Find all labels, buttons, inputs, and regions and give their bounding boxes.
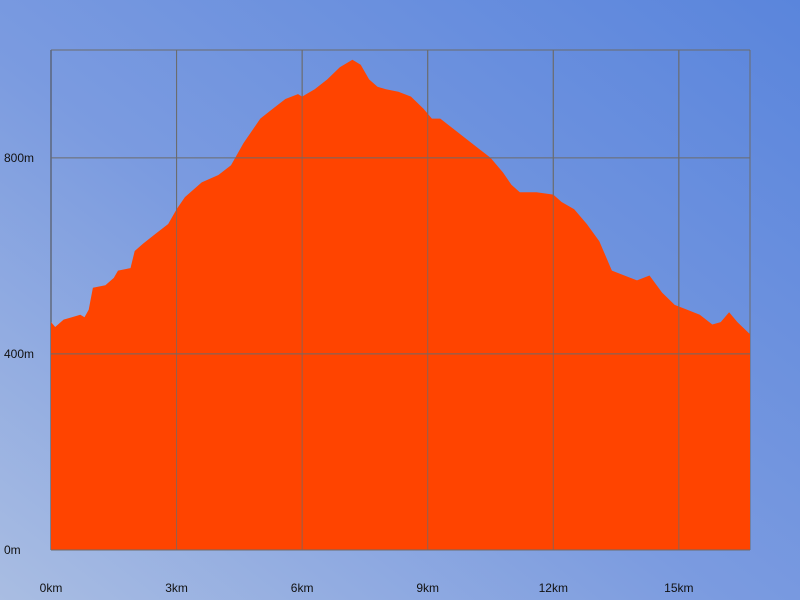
x-tick-label: 3km	[165, 581, 188, 595]
x-tick-label: 15km	[664, 581, 693, 595]
x-tick-label: 9km	[416, 581, 439, 595]
y-tick-label: 800m	[4, 151, 34, 165]
y-axis-tick-labels: 0m 400m 800m	[4, 151, 34, 557]
x-axis-tick-labels: 0km 3km 6km 9km 12km 15km	[40, 581, 694, 595]
y-tick-label: 400m	[4, 347, 34, 361]
overlay-grid-layer	[51, 50, 750, 551]
elevation-area	[51, 59, 750, 551]
x-tick-label: 6km	[291, 581, 314, 595]
x-tick-label: 0km	[40, 581, 63, 595]
y-tick-label: 0m	[4, 543, 21, 557]
x-tick-label: 12km	[539, 581, 568, 595]
